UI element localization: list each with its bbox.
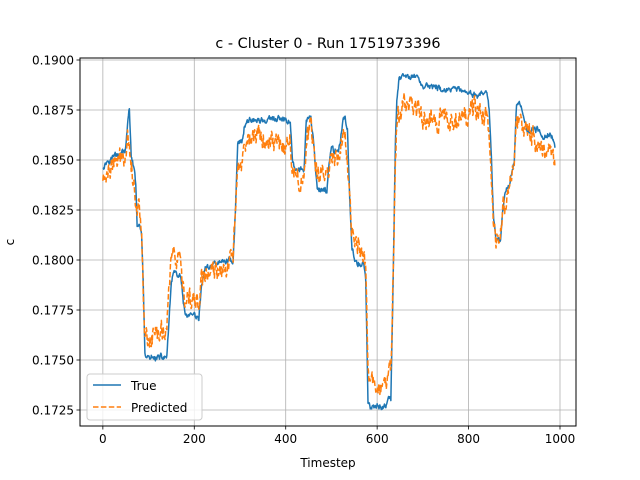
x-tick-label: 400 <box>274 432 297 446</box>
series-line-predicted <box>102 92 556 396</box>
y-tick-label: 0.1775 <box>32 303 74 317</box>
x-tick-label: 600 <box>366 432 389 446</box>
y-tick-label: 0.1900 <box>32 53 74 67</box>
chart-title: c - Cluster 0 - Run 1751973396 <box>215 36 440 52</box>
legend: True Predicted <box>86 373 203 421</box>
y-axis-label: c <box>3 239 17 246</box>
y-axis: 0.1725 0.1750 0.1775 0.1800 0.1825 0.1850 0.18… <box>32 53 80 417</box>
x-tick-label: 1000 <box>545 432 576 446</box>
y-tick-label: 0.1850 <box>32 153 74 167</box>
x-axis: 0 200 400 600 800 1000 <box>99 426 575 446</box>
y-tick-label: 0.1750 <box>32 353 74 367</box>
y-tick-label: 0.1875 <box>32 103 74 117</box>
plot-frame <box>79 57 577 427</box>
y-tick-label: 0.1825 <box>32 203 74 217</box>
legend-label-true: True <box>130 379 157 393</box>
x-tick-label: 0 <box>99 432 107 446</box>
series-line-true <box>102 73 556 411</box>
legend-label-predicted: Predicted <box>131 401 187 415</box>
y-tick-label: 0.1725 <box>32 403 74 417</box>
series-layer <box>102 73 556 411</box>
x-tick-label: 200 <box>183 432 206 446</box>
x-tick-label: 800 <box>457 432 480 446</box>
x-axis-label: Timestep <box>299 456 355 470</box>
y-tick-label: 0.1800 <box>32 253 74 267</box>
